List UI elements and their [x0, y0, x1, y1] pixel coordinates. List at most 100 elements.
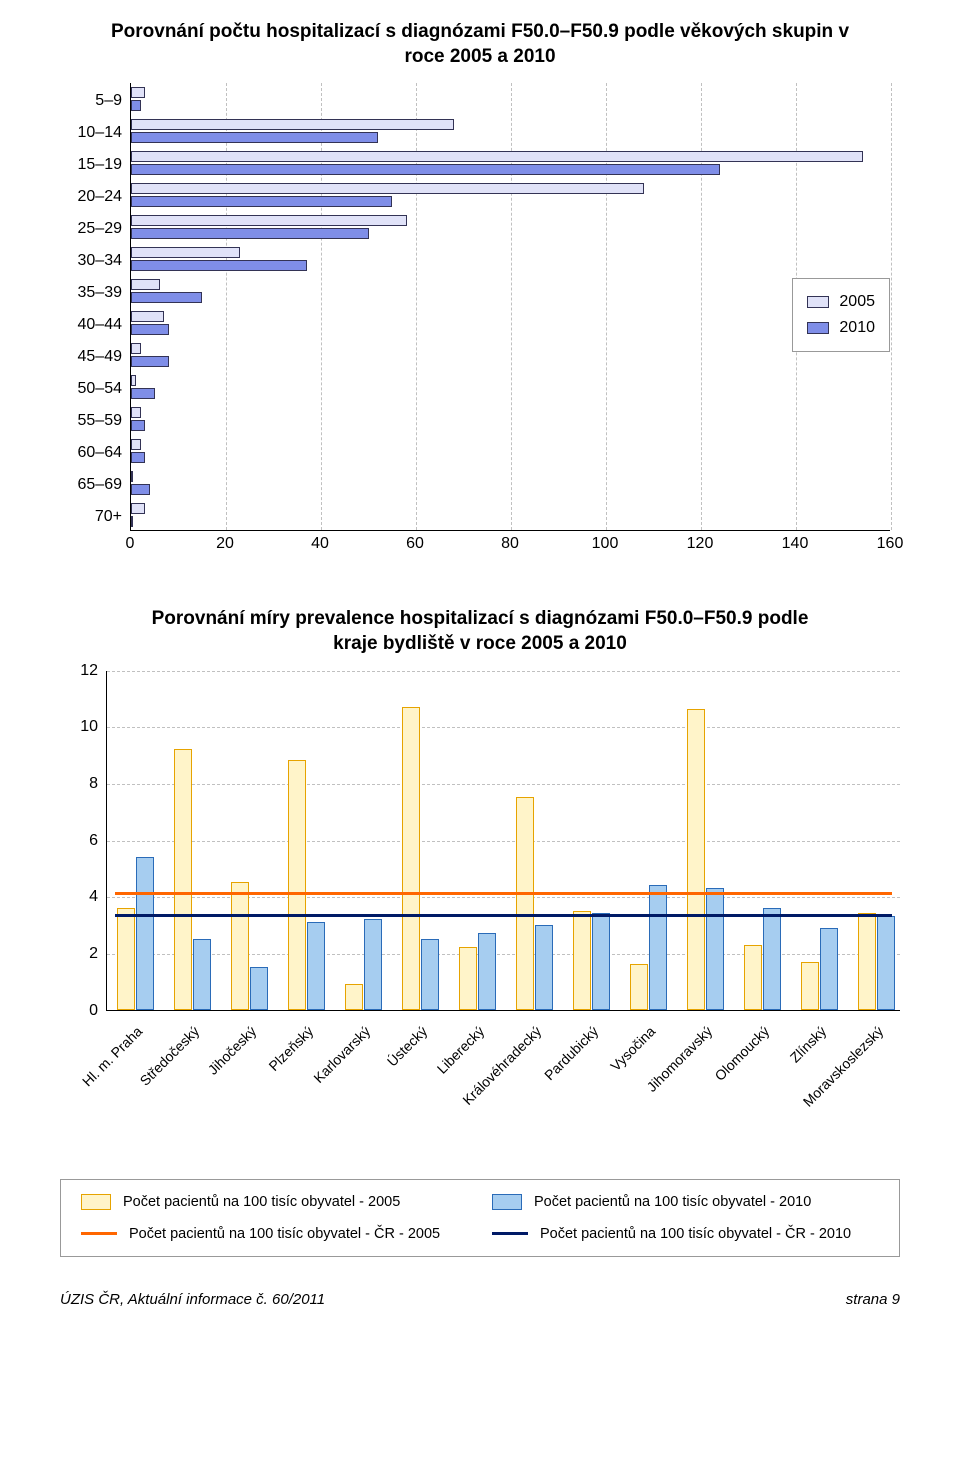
chart1-bar [131, 183, 644, 194]
chart1-x-tick-label: 80 [501, 535, 519, 553]
page-footer: ÚZIS ČR, Aktuální informace č. 60/2011 s… [60, 1291, 900, 1308]
chart1-x-tick-label: 60 [406, 535, 424, 553]
chart2-legend-swatch-bar-2005 [81, 1194, 111, 1210]
chart2-y-tick-label: 12 [60, 662, 98, 680]
chart1-legend: 2005 2010 [792, 278, 890, 352]
chart2-bar [744, 945, 762, 1010]
chart2-y-tick-label: 2 [60, 945, 98, 963]
chart1-bar [131, 420, 145, 431]
chart2-plot-area [106, 671, 900, 1011]
chart1-gridline [891, 83, 892, 530]
chart2-x-category-label: Plzeňský [265, 1023, 316, 1074]
chart2-x-category-label: Zlínský [787, 1023, 830, 1066]
chart2-bar [364, 919, 382, 1010]
page: Porovnání počtu hospitalizací s diagnóza… [0, 0, 960, 1338]
chart1-bar [131, 343, 141, 354]
chart2-bar [592, 913, 610, 1009]
chart1-y-category-label: 45–49 [60, 348, 122, 366]
chart1-bar [131, 356, 169, 367]
chart2-x-category-label: Vysočina [607, 1023, 658, 1074]
chart2: 024681012Hl. m. PrahaStředočeskýJihočesk… [60, 671, 900, 1151]
chart1-bar [131, 324, 169, 335]
chart1-bar [131, 516, 133, 527]
chart2-legend-item-line-2010: Počet pacientů na 100 tisíc obyvatel - Č… [492, 1226, 879, 1242]
chart1-bar [131, 119, 454, 130]
chart2-bar [877, 916, 895, 1010]
chart2-bar [763, 908, 781, 1010]
chart2-bar [117, 908, 135, 1010]
chart2-y-tick-label: 4 [60, 888, 98, 906]
chart1-bar [131, 311, 164, 322]
chart1-legend-item-2010: 2010 [807, 315, 875, 341]
chart1-bar [131, 215, 407, 226]
chart2-x-category-label: Jihočeský [205, 1023, 260, 1078]
chart2-legend-label-bar-2005: Počet pacientů na 100 tisíc obyvatel - 2… [123, 1194, 400, 1210]
chart1-bar [131, 503, 145, 514]
chart1-bar [131, 484, 150, 495]
chart2-y-tick-label: 6 [60, 832, 98, 850]
chart1-x-tick-label: 20 [216, 535, 234, 553]
chart2-legend-item-line-2005: Počet pacientů na 100 tisíc obyvatel - Č… [81, 1226, 468, 1242]
chart1-y-category-label: 70+ [60, 508, 122, 526]
chart1-x-tick-label: 100 [592, 535, 619, 553]
chart2-bar [459, 947, 477, 1009]
chart2-bar [706, 888, 724, 1010]
chart2-x-category-label: Pardubický [541, 1023, 601, 1083]
chart2-bar [250, 967, 268, 1010]
chart2-x-category-label: Hl. m. Praha [79, 1023, 145, 1089]
chart2-legend: Počet pacientů na 100 tisíc obyvatel - 2… [60, 1179, 900, 1257]
chart2-bar [687, 709, 705, 1009]
chart1-legend-item-2005: 2005 [807, 289, 875, 315]
chart1-bar [131, 100, 141, 111]
chart1-bar [131, 439, 141, 450]
chart2-x-category-label: Středočeský [137, 1023, 203, 1089]
chart1-legend-swatch-2010 [807, 322, 829, 334]
chart2-x-category-label: Ústecký [384, 1023, 431, 1070]
chart2-bar [630, 964, 648, 1009]
chart1-y-category-label: 5–9 [60, 92, 122, 110]
chart2-legend-item-bar-2005: Počet pacientů na 100 tisíc obyvatel - 2… [81, 1194, 468, 1210]
chart2-legend-label-line-2010: Počet pacientů na 100 tisíc obyvatel - Č… [540, 1226, 851, 1242]
chart2-bar [858, 913, 876, 1009]
chart1-x-tick-label: 120 [687, 535, 714, 553]
chart1-y-category-label: 10–14 [60, 124, 122, 142]
chart2-bar [516, 797, 534, 1010]
chart1-bar [131, 151, 863, 162]
chart2-bar [820, 928, 838, 1010]
chart1-legend-swatch-2005 [807, 296, 829, 308]
chart2-bar [231, 882, 249, 1010]
chart2-legend-label-line-2005: Počet pacientů na 100 tisíc obyvatel - Č… [129, 1226, 440, 1242]
chart2-title: Porovnání míry prevalence hospitalizací … [150, 607, 810, 656]
chart2-reference-line [115, 914, 892, 917]
chart1-y-category-label: 30–34 [60, 252, 122, 270]
chart1-y-category-label: 65–69 [60, 476, 122, 494]
chart2-y-tick-label: 0 [60, 1002, 98, 1020]
chart2-legend-swatch-bar-2010 [492, 1194, 522, 1210]
chart1-title: Porovnání počtu hospitalizací s diagnóza… [110, 20, 850, 69]
chart2-bar [478, 933, 496, 1010]
chart2-gridline [107, 954, 900, 955]
chart1-x-tick-label: 0 [126, 535, 135, 553]
chart1-bar [131, 388, 155, 399]
chart1-y-category-label: 50–54 [60, 380, 122, 398]
chart2-bar [649, 885, 667, 1010]
chart2-gridline [107, 784, 900, 785]
chart2-gridline [107, 671, 900, 672]
chart1-y-category-label: 60–64 [60, 444, 122, 462]
chart1-legend-label-2010: 2010 [839, 319, 875, 337]
chart2-x-category-label: Karlovarský [310, 1023, 373, 1086]
chart1-bar [131, 196, 392, 207]
chart1-x-tick-label: 40 [311, 535, 329, 553]
chart1-bar [131, 279, 160, 290]
chart1-bar [131, 292, 202, 303]
chart1-bar [131, 452, 145, 463]
chart2-bar [573, 911, 591, 1010]
chart2-legend-swatch-line-2005 [81, 1232, 117, 1235]
chart2-bar [307, 922, 325, 1010]
chart1-bar [131, 247, 240, 258]
chart1: 2005 2010 0204060801001201401605–910–141… [60, 83, 900, 573]
chart1-bar [131, 164, 720, 175]
chart1-bar [131, 471, 133, 482]
chart1-bar [131, 375, 136, 386]
chart2-gridline [107, 897, 900, 898]
